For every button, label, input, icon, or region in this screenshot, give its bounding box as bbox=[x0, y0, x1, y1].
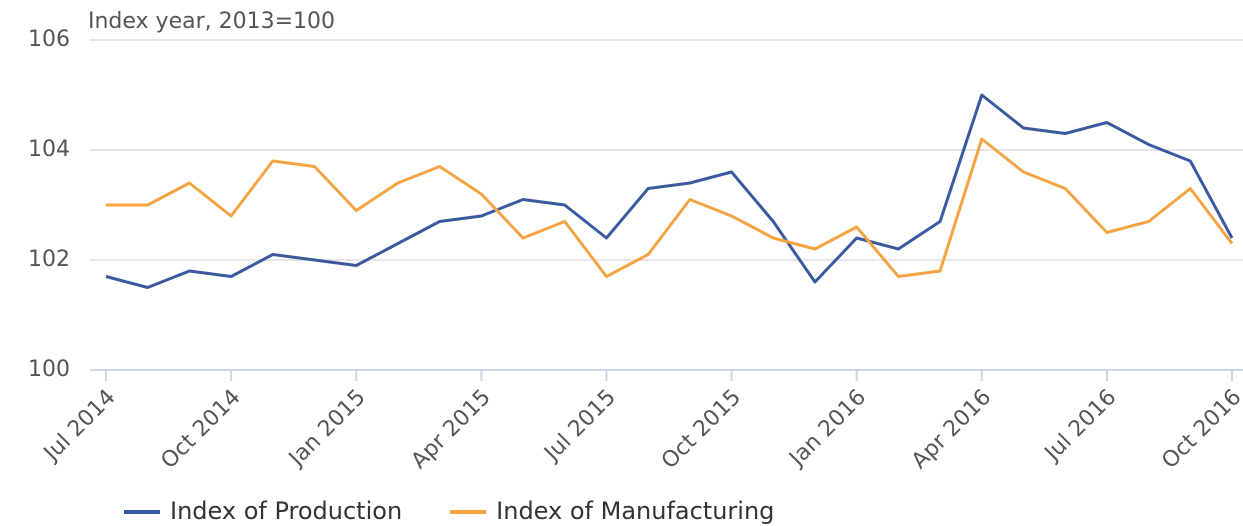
chart-subtitle: Index year, 2013=100 bbox=[88, 9, 335, 34]
y-tick-label: 106 bbox=[28, 27, 70, 52]
legend-label: Index of Production bbox=[170, 497, 402, 525]
x-tick-label: Oct 2014 bbox=[156, 385, 245, 474]
x-tick-label: Jul 2015 bbox=[539, 385, 621, 467]
x-tick-label: Apr 2015 bbox=[407, 385, 496, 474]
y-tick-label: 100 bbox=[28, 357, 70, 382]
x-tick-label: Apr 2016 bbox=[907, 385, 996, 474]
legend-label: Index of Manufacturing bbox=[496, 497, 774, 525]
x-tick-label: Oct 2015 bbox=[657, 385, 746, 474]
y-tick-label: 104 bbox=[28, 137, 70, 162]
x-tick-label: Jul 2016 bbox=[1039, 385, 1121, 467]
x-tick-label: Jan 2015 bbox=[283, 385, 371, 473]
y-tick-label: 102 bbox=[28, 247, 70, 272]
series-line bbox=[106, 137, 1234, 278]
x-tick-label: Jan 2016 bbox=[784, 385, 872, 473]
x-tick-label: Oct 2016 bbox=[1157, 385, 1243, 474]
series-line bbox=[105, 93, 1234, 289]
x-tick-label: Jul 2014 bbox=[38, 385, 120, 467]
